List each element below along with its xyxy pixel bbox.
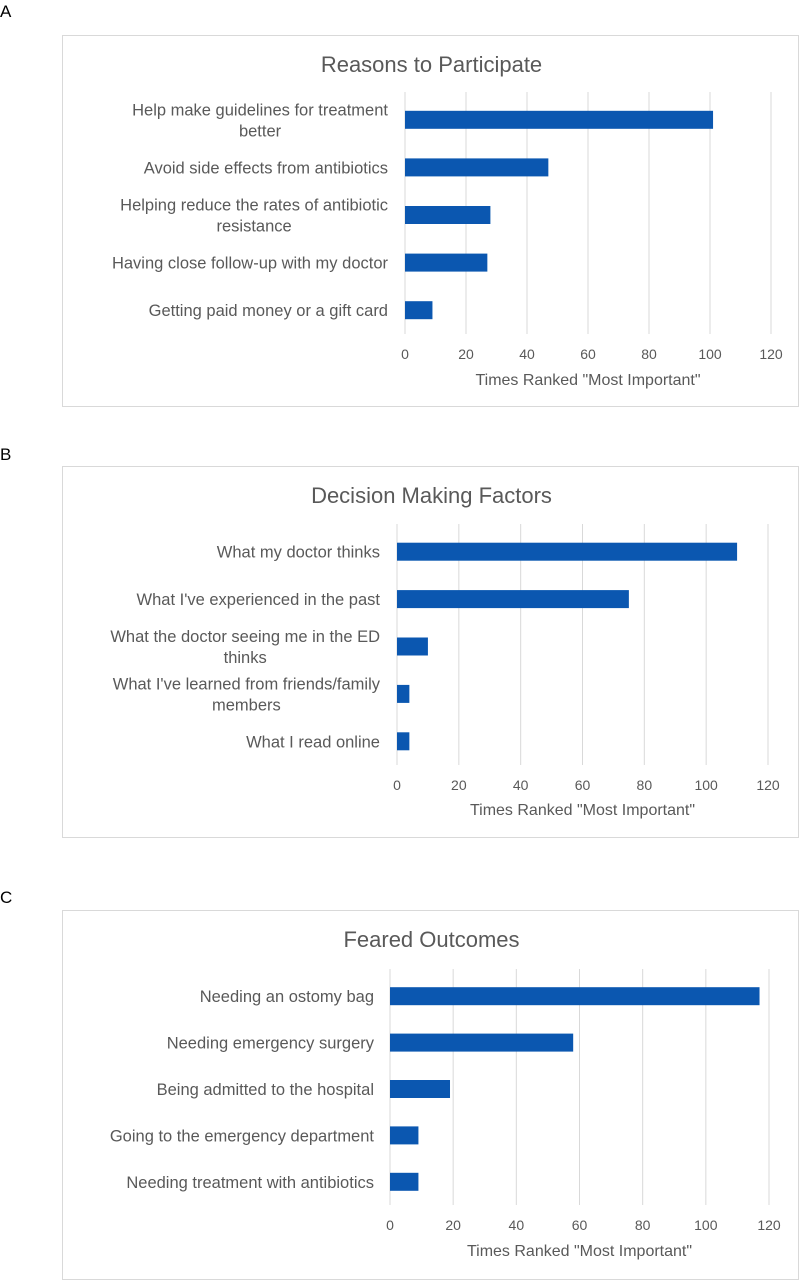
category-label: Needing an ostomy bag bbox=[200, 988, 374, 1006]
bar bbox=[390, 1080, 451, 1098]
x-axis-label: Times Ranked "Most Important" bbox=[467, 1243, 692, 1260]
x-axis-label: Times Ranked "Most Important" bbox=[470, 802, 695, 819]
category-label: Helping reduce the rates of antibiotic re… bbox=[120, 197, 388, 236]
chart-title: Feared Outcomes bbox=[343, 927, 519, 952]
x-tick-label: 40 bbox=[509, 1217, 525, 1233]
x-tick-label: 0 bbox=[386, 1217, 394, 1233]
x-tick-label: 80 bbox=[637, 777, 653, 793]
panel-letter-b: B bbox=[0, 445, 12, 464]
category-label: What I've learned from friends/family mem… bbox=[113, 675, 381, 714]
x-tick-label: 100 bbox=[698, 346, 722, 362]
category-label-line: better bbox=[239, 122, 282, 140]
x-tick-label: 20 bbox=[445, 1217, 461, 1233]
x-tick-label: 40 bbox=[519, 346, 535, 362]
x-tick-label: 100 bbox=[694, 1217, 718, 1233]
chart-svg: Feared Outcomes 0 20 40 60 80 100 120 Needing an… bbox=[110, 927, 781, 1260]
bar bbox=[397, 590, 629, 609]
bar bbox=[390, 1172, 419, 1191]
x-tick-label: 60 bbox=[575, 777, 591, 793]
category-label-line: Help make guidelines for treatment bbox=[132, 101, 388, 119]
x-tick-label: 0 bbox=[401, 346, 409, 362]
x-axis-label: Times Ranked "Most Important" bbox=[475, 372, 700, 389]
x-tick-label: 80 bbox=[641, 346, 657, 362]
category-label-line: members bbox=[212, 696, 281, 714]
x-tick-label: 0 bbox=[393, 777, 401, 793]
category-label: Having close follow-up with my doctor bbox=[112, 255, 389, 273]
chart-title: Decision Making Factors bbox=[311, 483, 552, 508]
category-label: What I read online bbox=[246, 733, 380, 751]
category-label: What my doctor thinks bbox=[217, 544, 380, 562]
chart-title: Reasons to Participate bbox=[321, 52, 542, 77]
chart-decision-making-factors: Decision Making Factors 0 20 40 60 80 100 120 Wh… bbox=[62, 466, 799, 838]
category-label-line: What I've learned from friends/family bbox=[113, 675, 381, 693]
category-label: Going to the emergency department bbox=[110, 1127, 375, 1145]
chart-feared-outcomes: Feared Outcomes 0 20 40 60 80 100 120 Needing an… bbox=[62, 910, 799, 1280]
x-tick-label: 20 bbox=[458, 346, 474, 362]
bar bbox=[405, 158, 549, 177]
category-label: Help make guidelines for treatment better bbox=[132, 101, 388, 140]
chart-svg: Reasons to Participate 0 20 40 60 80 100 120 Hel… bbox=[112, 52, 783, 389]
x-tick-label: 60 bbox=[572, 1217, 588, 1233]
x-tick-label: 40 bbox=[513, 777, 529, 793]
bar bbox=[405, 253, 488, 272]
x-tick-label: 120 bbox=[759, 346, 783, 362]
bar bbox=[405, 206, 491, 224]
category-label: Needing treatment with antibiotics bbox=[126, 1174, 374, 1192]
bar bbox=[397, 637, 428, 656]
bar bbox=[397, 684, 410, 703]
category-label-line: thinks bbox=[224, 649, 267, 667]
bar bbox=[390, 987, 760, 1006]
category-label-line: What the doctor seeing me in the ED bbox=[110, 628, 380, 646]
category-label-line: resistance bbox=[216, 218, 291, 236]
x-tick-label: 80 bbox=[635, 1217, 651, 1233]
bar bbox=[397, 732, 410, 751]
chart-reasons-to-participate: Reasons to Participate 0 20 40 60 80 100 120 Hel… bbox=[62, 35, 799, 407]
chart-svg: Decision Making Factors 0 20 40 60 80 100 120 Wh… bbox=[110, 483, 780, 819]
x-tick-label: 20 bbox=[451, 777, 467, 793]
panel-letter-c: C bbox=[0, 888, 13, 907]
bar bbox=[397, 542, 738, 561]
category-label: Being admitted to the hospital bbox=[157, 1081, 374, 1099]
bar bbox=[405, 110, 714, 129]
bar bbox=[390, 1126, 419, 1145]
category-label: What I've experienced in the past bbox=[137, 591, 381, 609]
bar bbox=[405, 301, 433, 320]
category-label: Needing emergency surgery bbox=[167, 1035, 375, 1053]
category-label: Avoid side effects from antibiotics bbox=[144, 159, 388, 177]
x-tick-label: 100 bbox=[694, 777, 718, 793]
x-tick-label: 120 bbox=[756, 777, 780, 793]
x-tick-label: 60 bbox=[580, 346, 596, 362]
category-label: What the doctor seeing me in the ED think… bbox=[110, 628, 380, 667]
bar bbox=[390, 1033, 574, 1052]
x-tick-label: 120 bbox=[757, 1217, 781, 1233]
category-label-line: Helping reduce the rates of antibiotic bbox=[120, 197, 388, 215]
category-label: Getting paid money or a gift card bbox=[149, 302, 388, 320]
panel-letter-a: A bbox=[0, 2, 12, 21]
